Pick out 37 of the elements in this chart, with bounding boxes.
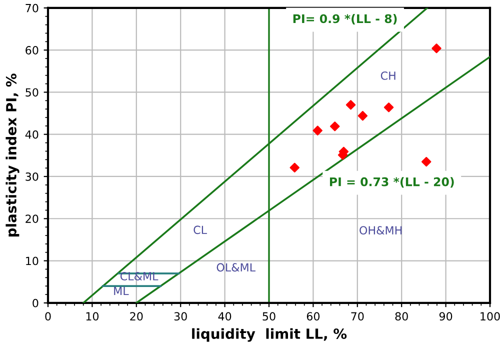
x-tick-label: 40 <box>218 312 232 321</box>
y-tick-label: 20 <box>26 214 38 224</box>
annotation: CL&ML <box>120 272 158 280</box>
y-tick-label: 10 <box>26 256 38 266</box>
y-tick-label: 30 <box>26 172 38 181</box>
point <box>432 44 442 54</box>
annotation: CL <box>194 226 207 234</box>
y-tick-label: 0 <box>32 298 38 308</box>
y-tick-label: 40 <box>25 130 38 139</box>
x-tick-label: 50 <box>262 312 276 321</box>
x-tick-label: 90 <box>439 312 452 321</box>
point <box>384 102 394 112</box>
point <box>330 121 340 132</box>
annotation: CH <box>380 71 396 80</box>
x-tick-label: 10 <box>86 312 99 321</box>
x-tick-label: 80 <box>395 312 408 321</box>
y-tick-label: 70 <box>26 4 38 12</box>
y-axis-title: plasticity index PI, % <box>6 74 20 236</box>
series-label: PI = 0.73 *(LL - 20) <box>330 177 454 188</box>
x-tick-label: 20 <box>130 312 143 321</box>
annotation: OH&MH <box>360 226 402 234</box>
annotation: OL&ML <box>216 263 256 272</box>
y-tick-label: 50 <box>26 88 38 97</box>
point <box>358 110 368 121</box>
x-tick-label: 70 <box>351 312 364 321</box>
x-tick-label: 60 <box>306 312 320 321</box>
point <box>290 162 300 173</box>
annotation: ML <box>114 286 129 296</box>
x-tick-label: 30 <box>174 312 187 321</box>
point <box>312 126 322 136</box>
x-axis-title: liquidity limit LL, % <box>192 328 347 342</box>
point <box>421 156 432 167</box>
y-tick-label: 60 <box>26 46 38 54</box>
point <box>346 100 356 110</box>
x-tick-label: 0 <box>45 312 51 321</box>
series-label: PI= 0.9 *(LL - 8) <box>293 14 397 25</box>
x-tick-label: 100 <box>480 312 500 321</box>
